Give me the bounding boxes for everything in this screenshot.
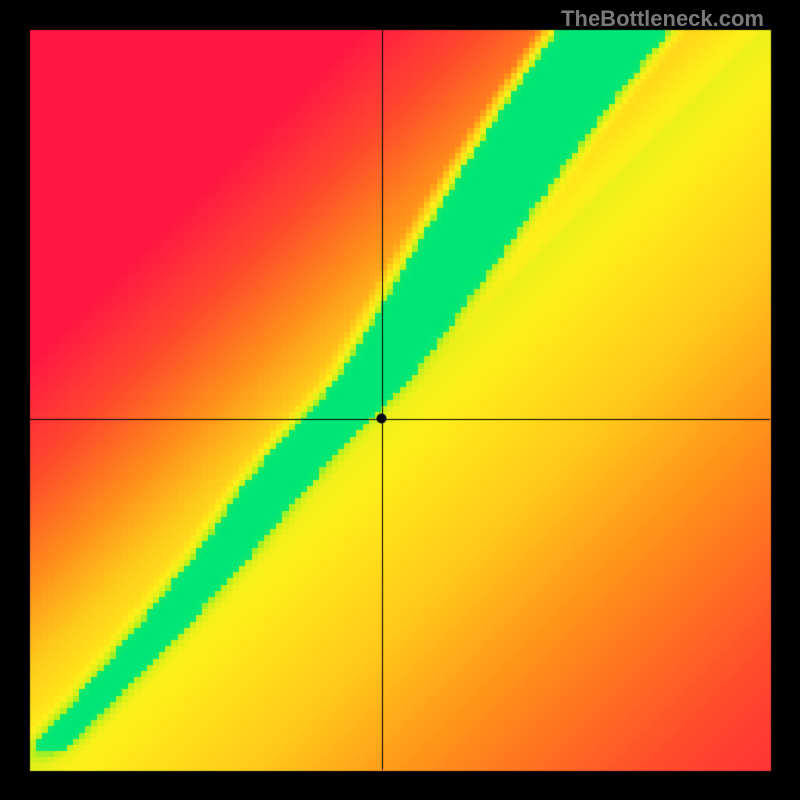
watermark-text: TheBottleneck.com [561,6,764,32]
bottleneck-heatmap [0,0,800,800]
chart-container: { "canvas": { "width": 800, "height": 80… [0,0,800,800]
